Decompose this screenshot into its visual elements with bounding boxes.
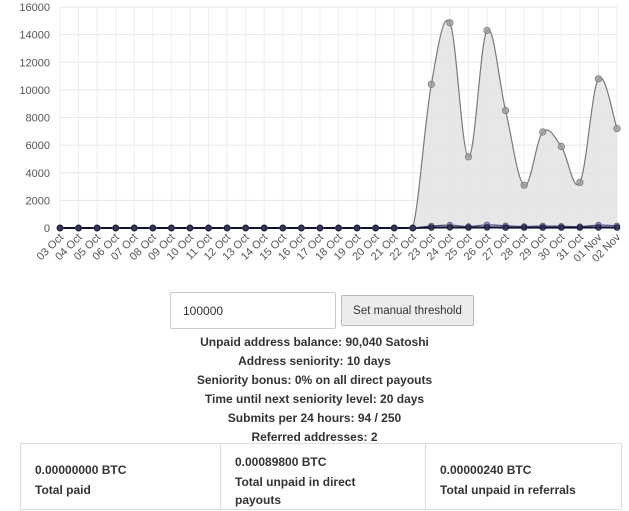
next-seniority-text: Time until next seniority level: 20 days <box>204 392 425 406</box>
series-0-point <box>613 124 621 133</box>
threshold-row: Set manual threshold <box>0 292 629 330</box>
series-2-point <box>335 224 342 232</box>
y-tick-label: 14000 <box>19 30 50 42</box>
summary-row: 0.00000000 BTC Total paid 0.00089800 BTC… <box>20 443 622 510</box>
series-2-point <box>75 224 82 232</box>
series-2-point <box>242 224 249 232</box>
seniority-bonus-text: Seniority bonus: 0% on all direct payout… <box>196 373 433 387</box>
series-2-point <box>298 224 305 232</box>
series-2-point <box>502 224 509 231</box>
series-2-point <box>539 224 546 231</box>
total-unpaid-direct-amount: 0.00089800 BTC <box>235 455 327 469</box>
series-2-point <box>56 224 64 232</box>
threshold-input[interactable] <box>170 292 336 329</box>
series-2-point <box>428 224 435 231</box>
payout-summary-table: 0.00000000 BTC Total paid 0.00089800 BTC… <box>20 443 622 510</box>
series-0-point <box>539 128 547 136</box>
set-threshold-button[interactable]: Set manual threshold <box>341 295 474 326</box>
address-stats: Unpaid address balance: 90,040 Satoshi A… <box>0 333 629 447</box>
series-0-point <box>576 178 584 187</box>
series-2-point <box>446 224 454 231</box>
total-unpaid-direct-label: Total unpaid in direct payouts <box>235 475 356 507</box>
y-tick-label: 4000 <box>26 168 50 180</box>
series-2-point <box>279 224 286 232</box>
series-2-point <box>316 224 324 232</box>
series-2-point <box>353 224 361 232</box>
earnings-chart-svg: 020004000600080001000012000140001600003 … <box>19 2 623 265</box>
series-2-point <box>483 224 491 231</box>
referred-addresses-text: Referred addresses: 2 <box>251 430 378 444</box>
y-tick-label: 0 <box>44 223 50 235</box>
series-2-point <box>465 224 472 231</box>
series-0-point <box>501 106 510 115</box>
series-0-area <box>60 20 617 228</box>
y-tick-label: 6000 <box>26 140 50 152</box>
series-2-point <box>112 224 119 232</box>
y-tick-label: 8000 <box>26 113 50 125</box>
series-2-point <box>558 224 565 231</box>
series-0-point <box>520 181 528 189</box>
unpaid-balance-text: Unpaid address balance: 90,040 Satoshi <box>200 335 429 349</box>
series-2-point <box>595 224 602 231</box>
total-unpaid-referrals-amount: 0.00000240 BTC <box>440 463 532 477</box>
series-2-point <box>168 224 175 232</box>
series-0-point <box>594 75 603 83</box>
series-2-point <box>613 224 621 231</box>
total-unpaid-referrals-label: Total unpaid in referrals <box>440 483 576 497</box>
total-unpaid-referrals-cell: 0.00000240 BTC Total unpaid in referrals <box>425 443 622 510</box>
series-2-point <box>391 224 398 232</box>
series-2-point <box>223 224 231 232</box>
series-2-point <box>93 224 101 232</box>
series-0-point <box>464 153 473 161</box>
series-2-point <box>520 224 528 231</box>
total-unpaid-direct-cell: 0.00089800 BTC Total unpaid in direct pa… <box>220 443 426 510</box>
series-2-point <box>372 224 379 232</box>
series-2-point <box>186 224 194 232</box>
y-tick-label: 16000 <box>19 2 50 14</box>
y-tick-label: 10000 <box>19 85 50 97</box>
earnings-chart: 0 2000 4000 6000 8000 10000 12000 14000 16000 03 … <box>19 2 623 265</box>
series-2-point <box>205 224 212 232</box>
series-2-point <box>149 224 157 232</box>
y-tick-label: 12000 <box>19 57 50 69</box>
series-2-point <box>261 224 268 232</box>
series-0-point <box>557 142 565 151</box>
series-2-point <box>131 224 138 232</box>
series-0-point <box>446 19 454 27</box>
submits-text: Submits per 24 hours: 94 / 250 <box>227 411 402 425</box>
series-2-point <box>409 224 416 232</box>
total-paid-label: Total paid <box>35 483 91 497</box>
total-paid-cell: 0.00000000 BTC Total paid <box>20 443 221 510</box>
series-0-point <box>483 26 491 35</box>
address-seniority-text: Address seniority: 10 days <box>238 354 391 368</box>
y-tick-label: 2000 <box>26 195 50 207</box>
total-paid-amount: 0.00000000 BTC <box>35 463 127 477</box>
series-0-point <box>427 80 435 88</box>
series-2-point <box>576 224 584 231</box>
